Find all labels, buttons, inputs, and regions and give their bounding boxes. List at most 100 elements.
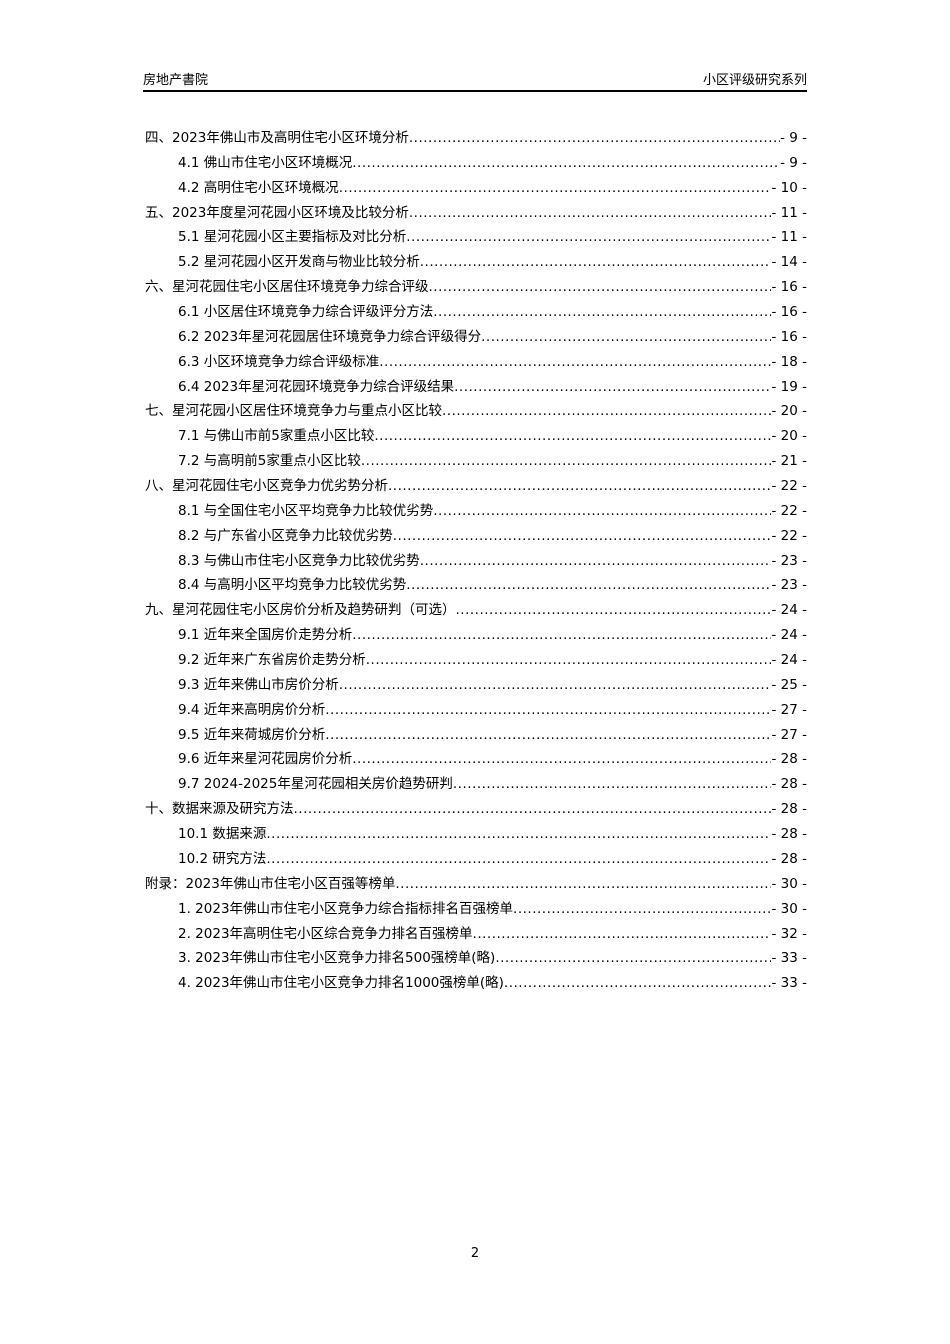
toc-entry[interactable]: 9.1 近年来全国房价走势分析 - 24 - — [145, 623, 807, 648]
toc-entry[interactable]: 1. 2023年佛山市住宅小区竞争力综合指标排名百强榜单 - 30 - — [145, 897, 807, 922]
toc-entry-title: 9.2 近年来广东省房价走势分析 — [178, 652, 366, 669]
toc-entry[interactable]: 四、2023年佛山市及高明住宅小区环境分析 - 9 - — [145, 126, 807, 151]
toc-entry-page: - 22 - — [771, 502, 807, 519]
dot-leader — [406, 225, 771, 250]
toc-entry[interactable]: 10.1 数据来源 - 28 - — [145, 822, 807, 847]
toc-entry[interactable]: 6.4 2023年星河花园环境竞争力综合评级结果 - 19 - — [145, 375, 807, 400]
toc-entry-page: - 16 - — [771, 279, 807, 296]
page-number: 2 — [470, 1246, 480, 1261]
toc-entry[interactable]: 六、星河花园住宅小区居住环境竞争力综合评级 - 16 - — [145, 275, 807, 300]
toc-entry-page: - 19 - — [771, 378, 807, 395]
toc-entry-page: - 14 - — [771, 254, 807, 271]
toc-entry[interactable]: 8.3 与佛山市住宅小区竞争力比较优劣势 - 23 - — [145, 549, 807, 574]
toc-entry[interactable]: 6.3 小区环境竞争力综合评级标准 - 18 - — [145, 350, 807, 375]
toc-entry[interactable]: 9.4 近年来高明房价分析 - 27 - — [145, 698, 807, 723]
toc-entry-page: - 18 - — [771, 353, 807, 370]
dot-leader — [456, 598, 772, 623]
toc-entry[interactable]: 4.2 高明住宅小区环境概况 - 10 - — [145, 176, 807, 201]
toc-entry-page: - 23 - — [771, 577, 807, 594]
toc-entry[interactable]: 3. 2023年佛山市住宅小区竞争力排名500强榜单(略) - 33 - — [145, 946, 807, 971]
toc-entry-title: 10.1 数据来源 — [178, 826, 267, 843]
toc-entry-title: 八、星河花园住宅小区竞争力优劣势分析 — [145, 478, 388, 495]
toc-entry-title: 4.1 佛山市住宅小区环境概况 — [178, 154, 353, 171]
toc-entry-title: 六、星河花园住宅小区居住环境竞争力综合评级 — [145, 279, 429, 296]
dot-leader — [481, 325, 771, 350]
toc-entry[interactable]: 附录：2023年佛山市住宅小区百强等榜单 - 30 - — [145, 872, 807, 897]
toc-entry-title: 九、星河花园住宅小区房价分析及趋势研判（可选） — [145, 602, 456, 619]
toc-entry[interactable]: 十、数据来源及研究方法 - 28 - — [145, 797, 807, 822]
toc-entry-page: - 28 - — [771, 826, 807, 843]
toc-entry[interactable]: 4.1 佛山市住宅小区环境概况 - 9 - — [145, 151, 807, 176]
dot-leader — [442, 399, 771, 424]
dot-leader — [473, 922, 772, 947]
toc-entry-page: - 22 - — [771, 478, 807, 495]
toc-entry[interactable]: 8.1 与全国住宅小区平均竞争力比较优劣势 - 22 - — [145, 499, 807, 524]
dot-leader — [325, 723, 771, 748]
toc-entry[interactable]: 9.6 近年来星河花园房价分析 - 28 - — [145, 747, 807, 772]
toc-entry[interactable]: 5.1 星河花园小区主要指标及对比分析 - 11 - — [145, 225, 807, 250]
toc-entry-title: 3. 2023年佛山市住宅小区竞争力排名500强榜单(略) — [178, 950, 496, 967]
toc-entry-title: 七、星河花园小区居住环境竞争力与重点小区比较 — [145, 403, 442, 420]
toc-entry-title: 9.6 近年来星河花园房价分析 — [178, 751, 353, 768]
toc-entry[interactable]: 8.4 与高明小区平均竞争力比较优劣势 - 23 - — [145, 573, 807, 598]
toc-entry-page: - 28 - — [771, 776, 807, 793]
toc-entry-page: - 24 - — [771, 652, 807, 669]
dot-leader — [420, 549, 772, 574]
dot-leader — [266, 847, 771, 872]
toc-entry-page: - 33 - — [771, 975, 807, 992]
toc-entry[interactable]: 五、2023年度星河花园小区环境及比较分析 - 11 - — [145, 201, 807, 226]
toc-entry-page: - 16 - — [771, 328, 807, 345]
toc-entry[interactable]: 7.1 与佛山市前5家重点小区比较 - 20 - — [145, 424, 807, 449]
toc-entry-page: - 28 - — [771, 850, 807, 867]
toc-entry[interactable]: 八、星河花园住宅小区竞争力优劣势分析 - 22 - — [145, 474, 807, 499]
toc-entry[interactable]: 2. 2023年高明住宅小区综合竞争力排名百强榜单 - 32 - — [145, 922, 807, 947]
toc-entry-title: 6.4 2023年星河花园环境竞争力综合评级结果 — [178, 378, 455, 395]
toc-entry-title: 8.1 与全国住宅小区平均竞争力比较优劣势 — [178, 502, 434, 519]
toc-entry-page: - 24 - — [771, 602, 807, 619]
dot-leader — [266, 822, 771, 847]
toc-entry-title: 十、数据来源及研究方法 — [145, 801, 294, 818]
toc-entry-title: 6.3 小区环境竞争力综合评级标准 — [178, 353, 380, 370]
toc-entry-page: - 30 - — [771, 875, 807, 892]
table-of-contents: 四、2023年佛山市及高明住宅小区环境分析- 9 -4.1 佛山市住宅小区环境概… — [145, 126, 807, 996]
page-header: 房地产書院 小区评级研究系列 — [143, 66, 807, 92]
toc-entry[interactable]: 9.3 近年来佛山市房价分析 - 25 - — [145, 673, 807, 698]
toc-entry-page: - 21 - — [771, 453, 807, 470]
toc-entry[interactable]: 4. 2023年佛山市住宅小区竞争力排名1000强榜单(略) - 33 - — [145, 971, 807, 996]
toc-entry[interactable]: 九、星河花园住宅小区房价分析及趋势研判（可选） - 24 - — [145, 598, 807, 623]
dot-leader — [393, 524, 772, 549]
dot-leader — [454, 375, 771, 400]
toc-entry-title: 2. 2023年高明住宅小区综合竞争力排名百强榜单 — [178, 925, 473, 942]
toc-entry[interactable]: 6.1 小区居住环境竞争力综合评级评分方法 - 16 - — [145, 300, 807, 325]
toc-entry[interactable]: 7.2 与高明前5家重点小区比较 - 21 - — [145, 449, 807, 474]
dot-leader — [429, 275, 772, 300]
toc-entry[interactable]: 5.2 星河花园小区开发商与物业比较分析 - 14 - — [145, 250, 807, 275]
toc-entry-title: 1. 2023年佛山市住宅小区竞争力综合指标排名百强榜单 — [178, 900, 514, 917]
toc-entry[interactable]: 10.2 研究方法 - 28 - — [145, 847, 807, 872]
toc-entry-page: - 20 - — [771, 403, 807, 420]
toc-entry-title: 8.4 与高明小区平均竞争力比较优劣势 — [178, 577, 407, 594]
toc-entry-title: 9.7 2024-2025年星河花园相关房价趋势研判 — [178, 776, 453, 793]
toc-entry-page: - 20 - — [771, 428, 807, 445]
toc-entry[interactable]: 9.5 近年来荷城房价分析 - 27 - — [145, 723, 807, 748]
dot-leader — [339, 176, 772, 201]
toc-entry-page: - 23 - — [771, 552, 807, 569]
dot-leader — [513, 897, 771, 922]
dot-leader — [409, 126, 780, 151]
toc-entry-page: - 11 - — [771, 229, 807, 246]
header-left: 房地产書院 — [143, 73, 209, 88]
toc-entry-title: 8.3 与佛山市住宅小区竞争力比较优劣势 — [178, 552, 420, 569]
toc-entry[interactable]: 七、星河花园小区居住环境竞争力与重点小区比较 - 20 - — [145, 399, 807, 424]
dot-leader — [294, 797, 772, 822]
toc-entry-page: - 22 - — [771, 527, 807, 544]
toc-entry[interactable]: 8.2 与广东省小区竞争力比较优劣势 - 22 - — [145, 524, 807, 549]
dot-leader — [388, 474, 771, 499]
toc-entry-title: 五、2023年度星河花园小区环境及比较分析 — [145, 204, 409, 221]
toc-entry-page: - 30 - — [771, 900, 807, 917]
toc-entry[interactable]: 9.7 2024-2025年星河花园相关房价趋势研判 - 28 - — [145, 772, 807, 797]
toc-entry-title: 8.2 与广东省小区竞争力比较优劣势 — [178, 527, 393, 544]
toc-entry[interactable]: 6.2 2023年星河花园居住环境竞争力综合评级得分 - 16 - — [145, 325, 807, 350]
dot-leader — [379, 350, 771, 375]
toc-entry[interactable]: 9.2 近年来广东省房价走势分析 - 24 - — [145, 648, 807, 673]
dot-leader — [453, 772, 772, 797]
